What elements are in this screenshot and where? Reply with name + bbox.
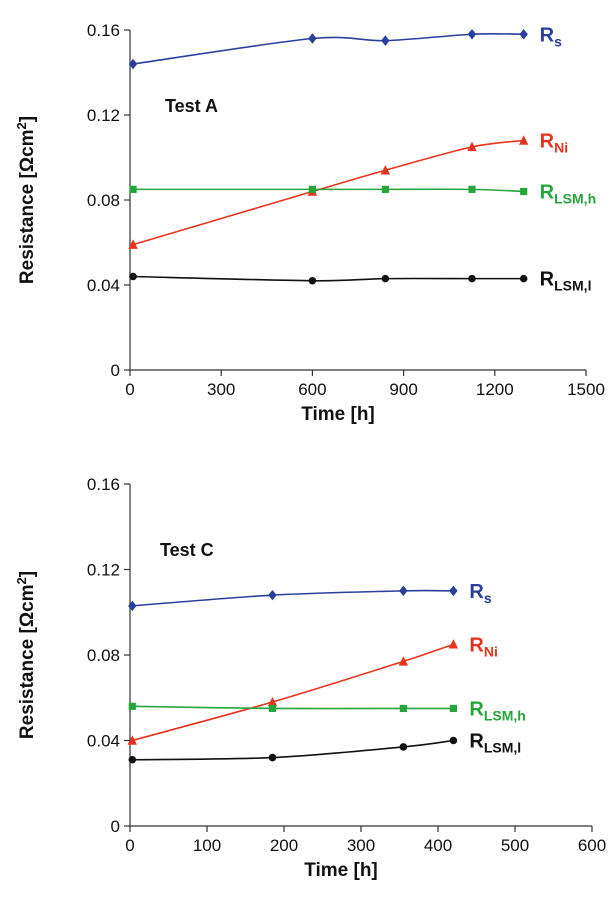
data-point bbox=[518, 135, 529, 145]
data-point bbox=[308, 276, 317, 285]
series-line bbox=[132, 589, 454, 607]
data-point bbox=[520, 187, 528, 196]
y-tick-label: 0.12 bbox=[87, 561, 120, 580]
y-axis-title: Resistance [Ωcm2] bbox=[14, 571, 38, 739]
series-rs bbox=[128, 585, 458, 612]
data-point bbox=[519, 29, 528, 40]
y-tick-label: 0.08 bbox=[87, 191, 120, 210]
y-tick-label: 0 bbox=[111, 817, 120, 836]
panel-annotation: Test A bbox=[165, 96, 218, 116]
series-rlsm-l bbox=[128, 736, 458, 764]
data-point bbox=[449, 704, 457, 713]
series-rlsm-h bbox=[129, 185, 528, 196]
series-label: RNi bbox=[469, 634, 497, 659]
data-point bbox=[129, 272, 137, 281]
series-line bbox=[132, 33, 524, 65]
x-tick-label: 400 bbox=[424, 836, 452, 855]
series-line bbox=[133, 188, 524, 193]
x-tick-label: 600 bbox=[578, 836, 606, 855]
y-tick-label: 0.12 bbox=[87, 106, 120, 125]
series-line bbox=[132, 139, 524, 246]
series-line bbox=[132, 739, 454, 761]
x-tick-label: 0 bbox=[125, 380, 134, 399]
y-tick-label: 0.08 bbox=[87, 646, 120, 665]
data-point bbox=[128, 702, 136, 710]
y-tick-label: 0.16 bbox=[87, 475, 120, 494]
data-point bbox=[381, 185, 389, 193]
series-label: RLSM,l bbox=[540, 269, 592, 294]
data-point bbox=[399, 743, 408, 751]
series-rlsm-h bbox=[128, 702, 457, 713]
series-label: RNi bbox=[540, 131, 568, 156]
data-point bbox=[268, 753, 277, 762]
y-tick-label: 0.04 bbox=[87, 276, 120, 295]
data-point bbox=[129, 185, 137, 193]
series-label: RLSM,h bbox=[540, 182, 596, 207]
x-axis-title: Time [h] bbox=[301, 404, 375, 425]
series-label: RLSM,l bbox=[469, 731, 521, 756]
x-tick-label: 200 bbox=[270, 836, 298, 855]
series-line bbox=[132, 643, 454, 742]
data-point bbox=[128, 755, 137, 764]
series-label: RLSM,h bbox=[469, 698, 525, 723]
x-tick-label: 1200 bbox=[476, 380, 514, 399]
data-point bbox=[448, 639, 459, 649]
x-tick-label: 900 bbox=[389, 380, 417, 399]
x-tick-label: 600 bbox=[298, 380, 326, 399]
x-tick-label: 300 bbox=[207, 380, 235, 399]
panel-annotation: Test C bbox=[160, 540, 214, 560]
data-point bbox=[268, 589, 277, 601]
series-label: Rs bbox=[469, 581, 491, 606]
data-point bbox=[399, 585, 408, 597]
data-point bbox=[449, 736, 458, 745]
data-point bbox=[467, 29, 477, 40]
data-point bbox=[128, 239, 138, 249]
data-point bbox=[519, 274, 528, 283]
x-axis-title: Time [h] bbox=[304, 860, 378, 881]
x-tick-label: 500 bbox=[501, 836, 529, 855]
series-line bbox=[133, 275, 524, 282]
chart-test-c: 0 0.04 0.08 0.12 0.16 0 100 200 300 400 500 600 Time… bbox=[14, 475, 606, 881]
data-point bbox=[128, 600, 137, 612]
data-point bbox=[381, 35, 390, 46]
data-point bbox=[449, 585, 458, 597]
data-point bbox=[398, 656, 409, 666]
data-point bbox=[468, 274, 476, 283]
x-tick-label: 1500 bbox=[567, 380, 605, 399]
chart-test-a: 0 0.04 0.08 0.12 0.16 0 300 600 900 1200 1500 Time … bbox=[14, 21, 605, 425]
x-tick-label: 100 bbox=[193, 836, 221, 855]
data-point bbox=[381, 274, 390, 283]
series-label: Rs bbox=[540, 24, 562, 49]
data-point bbox=[308, 185, 316, 193]
data-point bbox=[308, 33, 317, 44]
series-rni bbox=[127, 639, 459, 745]
y-tick-label: 0.04 bbox=[87, 732, 120, 751]
data-point bbox=[128, 58, 138, 70]
y-axis-title: Resistance [Ωcm2] bbox=[14, 116, 38, 284]
series-line bbox=[132, 705, 454, 710]
data-point bbox=[127, 735, 138, 745]
y-tick-label: 0 bbox=[111, 361, 120, 380]
data-point bbox=[380, 165, 391, 175]
series-rni bbox=[128, 135, 529, 249]
data-point bbox=[268, 704, 277, 713]
x-tick-label: 0 bbox=[125, 836, 134, 855]
x-tick-label: 300 bbox=[347, 836, 375, 855]
data-point bbox=[267, 696, 278, 707]
data-point bbox=[468, 185, 476, 193]
data-point bbox=[467, 141, 477, 152]
series-rlsm-l bbox=[129, 272, 528, 285]
data-point bbox=[399, 704, 407, 713]
series-rs bbox=[128, 29, 528, 70]
y-tick-label: 0.16 bbox=[87, 21, 120, 40]
